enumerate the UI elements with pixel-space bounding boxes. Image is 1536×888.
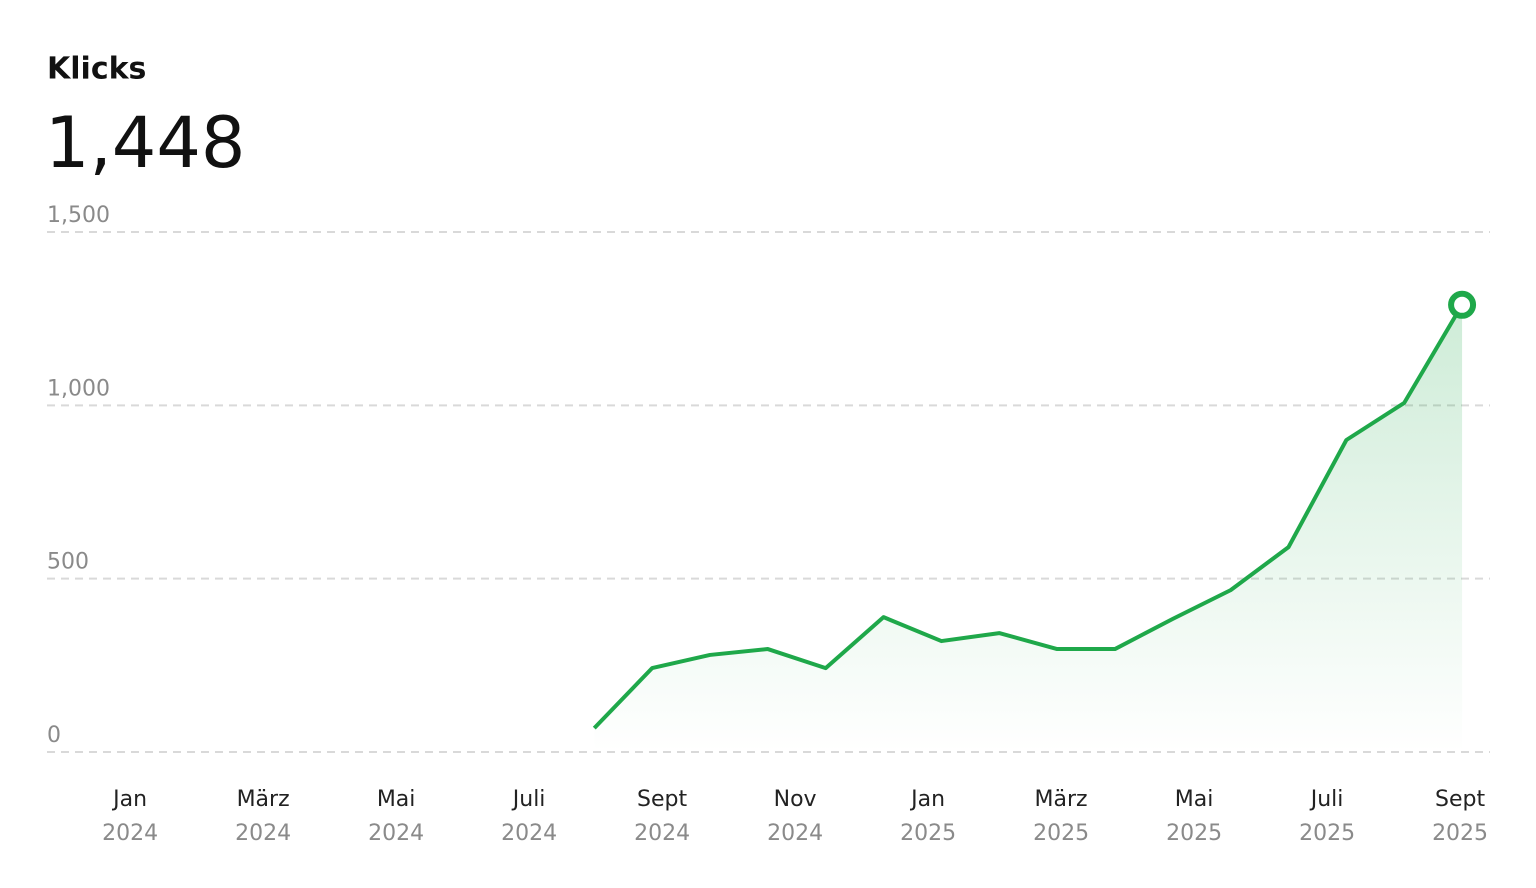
chart-title: Klicks — [47, 52, 146, 87]
x-tick-label: März 2024 — [235, 787, 291, 846]
x-tick-label: Sept 2024 — [634, 787, 690, 846]
x-tick-label: Sept 2025 — [1432, 787, 1488, 846]
x-tick-label: Nov 2024 — [767, 787, 823, 846]
line — [592, 303, 1464, 730]
x-tick-label: Juli 2025 — [1299, 787, 1355, 846]
x-tick-label: Mai 2024 — [368, 787, 424, 846]
y-tick-label: 1,000 — [47, 376, 110, 401]
end-marker — [1448, 290, 1477, 319]
x-tick-label: Mai 2025 — [1166, 787, 1222, 846]
x-tick-label: Jan 2024 — [102, 787, 158, 846]
total-value: 1,448 — [45, 102, 245, 184]
y-tick-label: 1,500 — [47, 203, 110, 228]
x-tick-label: Jan 2025 — [900, 787, 956, 846]
area — [594, 304, 1463, 752]
y-tick-label: 500 — [47, 550, 89, 575]
y-tick-label: 0 — [47, 723, 61, 748]
x-tick-label: März 2025 — [1033, 787, 1089, 846]
x-tick-label: Juli 2024 — [501, 787, 557, 846]
